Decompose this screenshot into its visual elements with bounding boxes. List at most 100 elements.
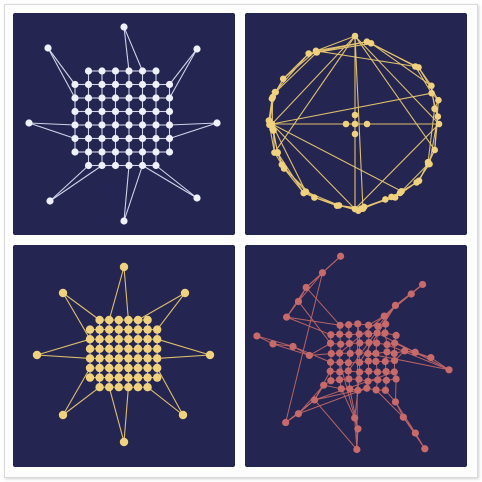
node xyxy=(125,148,133,156)
node xyxy=(165,80,174,89)
node xyxy=(85,363,95,373)
node xyxy=(337,385,345,393)
edge xyxy=(354,35,440,125)
node xyxy=(84,94,93,102)
edge xyxy=(315,41,367,52)
edge xyxy=(370,42,432,87)
node xyxy=(138,134,147,143)
nodes xyxy=(32,262,215,447)
node xyxy=(364,377,372,385)
node xyxy=(84,161,93,170)
node xyxy=(71,148,79,156)
node xyxy=(138,121,147,129)
node xyxy=(124,335,133,344)
edge xyxy=(314,371,395,401)
node xyxy=(119,262,129,272)
node xyxy=(354,386,362,394)
edge xyxy=(316,42,372,53)
node xyxy=(133,363,143,373)
edge xyxy=(147,386,184,416)
network-grid-star-white xyxy=(25,23,221,225)
node xyxy=(372,386,380,394)
node xyxy=(143,373,152,382)
node xyxy=(153,344,162,353)
node xyxy=(143,383,152,392)
node xyxy=(111,80,120,89)
node xyxy=(383,348,391,356)
node xyxy=(300,189,307,197)
node xyxy=(105,383,114,392)
edge xyxy=(375,389,404,418)
node xyxy=(351,32,359,40)
node xyxy=(407,290,415,298)
node xyxy=(336,321,344,329)
node xyxy=(84,80,93,89)
node xyxy=(95,363,104,373)
node xyxy=(105,344,114,353)
edge xyxy=(169,48,198,85)
edge xyxy=(303,192,338,207)
node xyxy=(374,376,382,384)
edge xyxy=(47,47,76,99)
edge xyxy=(286,316,332,336)
node xyxy=(165,148,174,156)
node xyxy=(153,335,162,344)
node xyxy=(125,94,133,102)
edge xyxy=(28,122,76,140)
node xyxy=(98,134,106,143)
node xyxy=(213,119,221,127)
node xyxy=(133,383,143,392)
edge xyxy=(394,379,397,402)
edge xyxy=(156,367,184,416)
edge xyxy=(156,292,186,330)
node xyxy=(125,121,133,129)
node xyxy=(138,148,147,156)
node xyxy=(391,398,400,406)
node xyxy=(114,383,124,392)
node xyxy=(105,325,114,334)
node xyxy=(44,44,52,52)
network-distorted-star-rose xyxy=(253,252,453,454)
node xyxy=(355,375,363,383)
node xyxy=(125,107,133,116)
edge xyxy=(62,386,100,416)
node xyxy=(294,410,303,418)
edge xyxy=(271,92,432,125)
edge xyxy=(418,67,439,101)
node xyxy=(114,354,124,363)
edge xyxy=(277,152,305,194)
edge xyxy=(370,42,416,67)
node xyxy=(138,161,147,170)
edge xyxy=(47,47,76,85)
nodes xyxy=(265,32,443,214)
panel-distorted-star-rose xyxy=(245,245,467,467)
panel-grid-star-white xyxy=(13,13,235,235)
node xyxy=(335,349,344,357)
node xyxy=(346,349,354,358)
node xyxy=(388,193,395,201)
node xyxy=(71,80,79,89)
node xyxy=(373,368,382,376)
node xyxy=(353,445,361,454)
node xyxy=(310,396,319,404)
panel-circle-gold xyxy=(245,13,467,235)
node xyxy=(120,217,128,225)
node xyxy=(265,117,273,124)
node xyxy=(427,354,435,362)
edge xyxy=(36,338,91,356)
node xyxy=(390,368,398,376)
node xyxy=(114,315,124,325)
edges xyxy=(28,26,218,222)
node xyxy=(85,344,95,353)
node xyxy=(95,335,104,344)
edge xyxy=(36,354,91,359)
node xyxy=(435,120,443,128)
node xyxy=(365,338,373,347)
node xyxy=(124,373,133,382)
node xyxy=(278,161,286,168)
edge xyxy=(123,165,144,222)
node xyxy=(124,315,133,325)
node xyxy=(95,344,104,353)
nodes xyxy=(253,252,453,454)
node xyxy=(342,120,350,128)
